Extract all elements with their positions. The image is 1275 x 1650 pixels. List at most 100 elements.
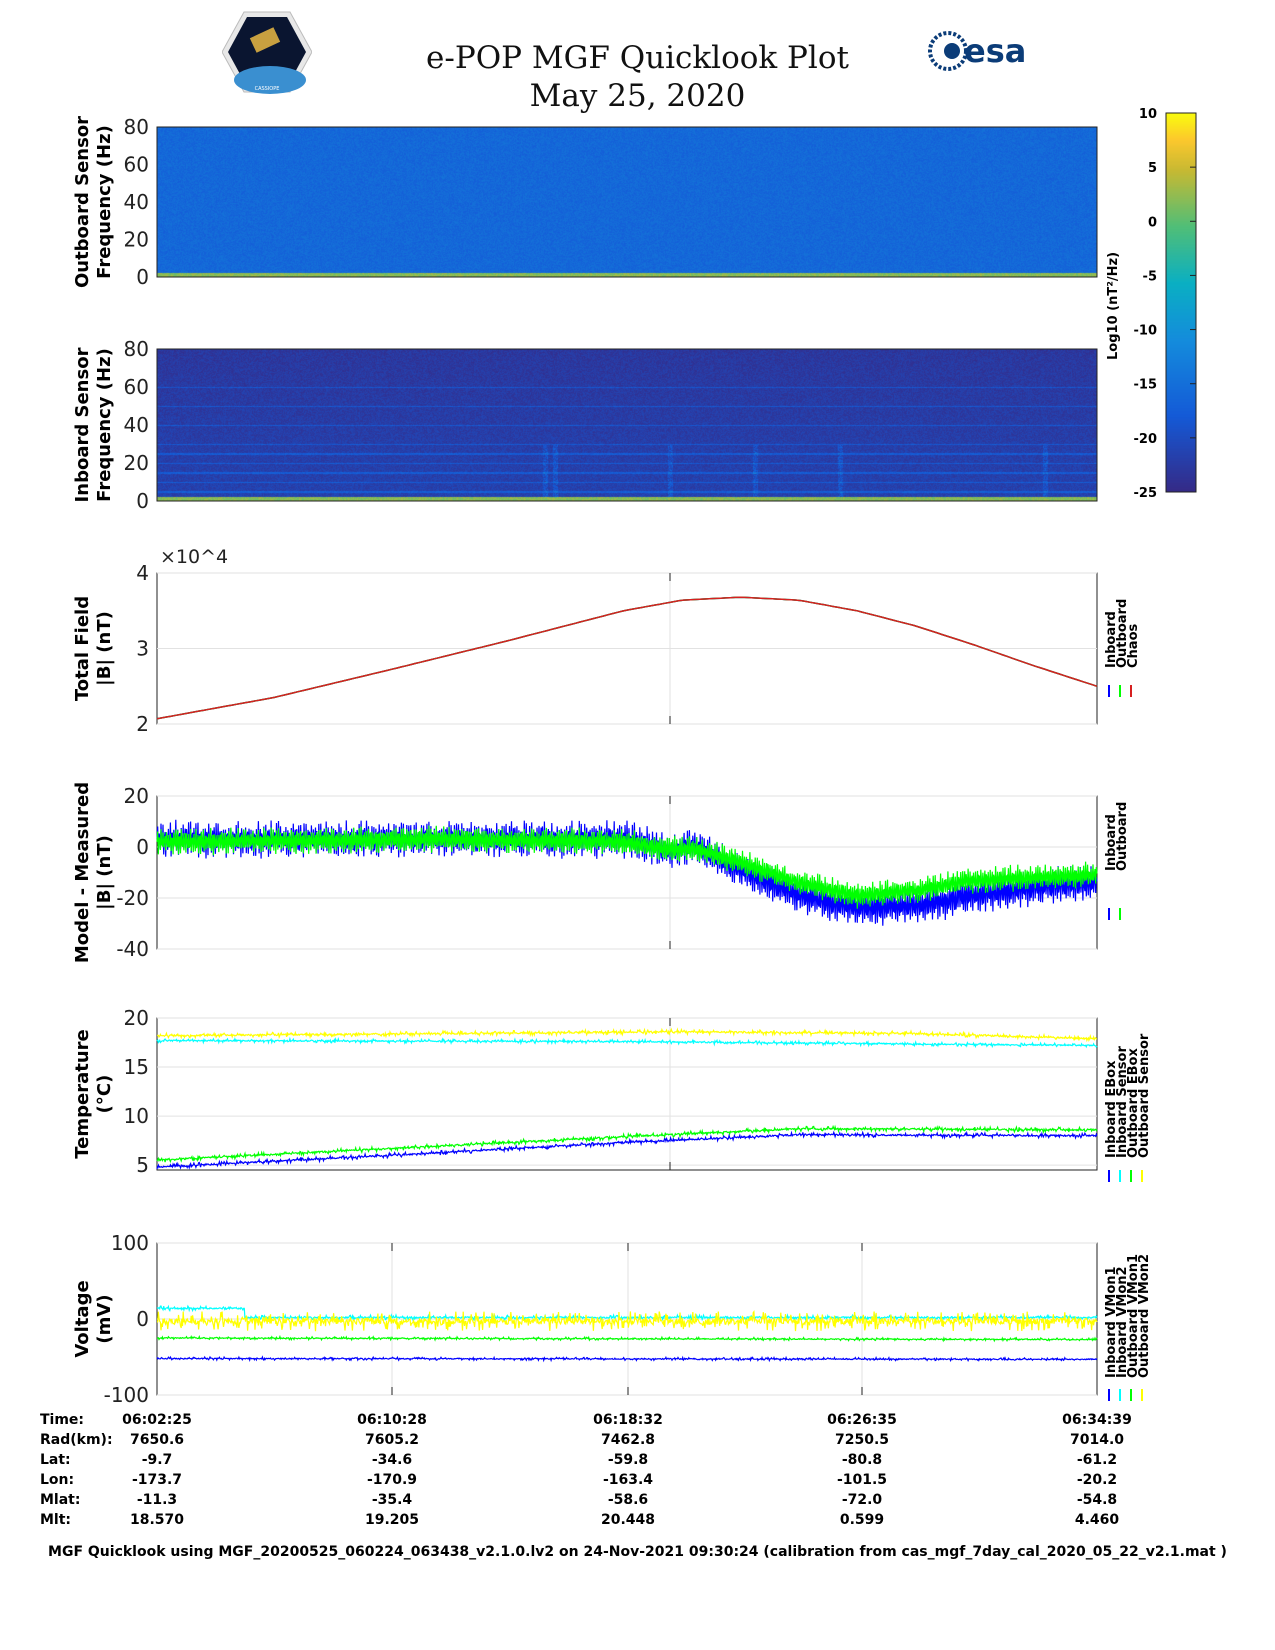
legend-label: Inboard [1104,611,1119,668]
series-line-inboard-sensor [156,1036,1098,1049]
y-axis-label: (mV) [94,1294,115,1343]
y-tick-label: 0 [136,835,149,859]
ephemeris-value: -11.3 [137,1492,177,1508]
y-tick-label: 0 [136,489,149,513]
ephemeris-value: 19.205 [365,1512,419,1528]
ephemeris-value: -170.9 [367,1472,417,1488]
y-tick-label: -40 [116,937,149,961]
ephemeris-value: 7605.2 [365,1432,419,1448]
ephemeris-row-label: Mlat: [40,1492,80,1508]
y-tick-label: 20 [124,451,149,475]
ephemeris-value: 7014.0 [1070,1432,1124,1448]
y-tick-label: 20 [124,784,149,808]
colorbar-tick-label: 10 [1139,107,1157,122]
y-tick-label: 2 [136,712,149,736]
y-axis-label: |B| (nT) [94,835,115,910]
ephemeris-value: -101.5 [837,1472,887,1488]
y-tick-label: 40 [124,190,149,214]
ephemeris-value: 7250.5 [835,1432,889,1448]
series-line-outboard-vmon2 [156,1309,1098,1332]
y-exponent-label: ×10^4 [160,546,229,568]
footer-caption: MGF Quicklook using MGF_20200525_060224_… [48,1544,1227,1560]
y-axis-label: Frequency (Hz) [94,348,115,502]
y-tick-label: 20 [124,228,149,252]
y-tick-label: 3 [136,637,149,661]
y-tick-label: 5 [136,1153,149,1177]
esa-logo: esa [928,30,1038,78]
ephemeris-value: -61.2 [1077,1452,1117,1468]
ephemeris-value: -72.0 [842,1492,883,1508]
series-line-inboard-ebox [156,1130,1098,1170]
legend-label: Chaos [1126,624,1141,668]
legend-label: Outboard VMon1 [1126,1254,1141,1378]
series-line-outboard [156,825,1098,909]
svg-text:esa: esa [964,32,1026,70]
legend-label: Outboard [1115,802,1130,871]
legend-label: Outboard EBox [1126,1048,1141,1158]
ephemeris-value: -34.6 [372,1452,412,1468]
colorbar-tick-label: -15 [1134,378,1158,393]
ephemeris-row-label: Lon: [40,1472,74,1488]
y-axis-label: Total Field [72,596,93,701]
y-tick-label: 100 [111,1231,149,1255]
y-axis-label: Outboard Sensor [72,116,93,288]
ephemeris-value: -35.4 [372,1492,413,1508]
y-tick-label: 4 [136,561,149,585]
ephemeris-value: 7462.8 [601,1432,655,1448]
series-line-outboard [156,596,1098,720]
y-axis-label: Inboard Sensor [72,347,93,502]
ephemeris-value: 20.448 [601,1512,655,1528]
ephemeris-value: -163.4 [603,1472,653,1488]
y-tick-label: 15 [124,1055,149,1079]
y-axis-label: Voltage [72,1280,93,1357]
colorbar-tick-label: 5 [1148,161,1157,176]
y-tick-label: 60 [124,153,149,177]
ephemeris-value: -59.8 [608,1452,648,1468]
ephemeris-value: 0.599 [840,1512,884,1528]
inboard-spectrogram-axes [156,348,1098,502]
plot-date: May 25, 2020 [529,78,746,114]
colorbar-tick-label: -20 [1134,432,1158,447]
model-minus-measured-axes [156,795,1098,950]
y-axis-label: Temperature [72,1029,93,1158]
y-axis-label: Frequency (Hz) [94,125,115,279]
ephemeris-value: -20.2 [1077,1472,1117,1488]
legend-label: Inboard Sensor [1115,1046,1130,1158]
y-axis-label: |B| (nT) [94,611,115,686]
y-axis-label: Model - Measured [72,782,93,963]
colorbar-tick-label: 0 [1148,215,1157,230]
y-tick-label: 80 [124,337,149,361]
legend-label: Outboard Sensor [1137,1033,1152,1158]
legend-label: Outboard VMon2 [1137,1254,1152,1378]
ephemeris-value: -54.8 [1077,1492,1117,1508]
ephemeris-value: 06:10:28 [357,1412,427,1428]
y-tick-label: 0 [136,265,149,289]
ephemeris-value: -173.7 [132,1472,182,1488]
legend-label: Inboard VMon1 [1104,1266,1119,1378]
y-axis-label: (°C) [94,1075,115,1114]
y-tick-label: -20 [116,886,149,910]
series-line-inboard-vmon1 [156,1355,1098,1363]
y-tick-label: 20 [124,1006,149,1030]
ephemeris-value: 7650.6 [130,1432,184,1448]
ephemeris-value: 18.570 [130,1512,184,1528]
series-line-chaos [156,596,1098,720]
colorbar-frame [1165,112,1197,493]
y-tick-label: 60 [124,375,149,399]
outboard-spectrogram-axes [156,126,1098,278]
series-line-outboard-ebox [156,1124,1098,1164]
ephemeris-row-label: Mlt: [40,1512,71,1528]
y-tick-label: -100 [104,1383,149,1407]
y-tick-label: 40 [124,413,149,437]
colorbar-label: Log10 (nT²/Hz) [1106,252,1121,360]
series-line-outboard-vmon1 [156,1334,1098,1343]
ephemeris-value: -9.7 [142,1452,173,1468]
cassiope-logo: CASSIOPE [221,10,313,94]
ephemeris-row-label: Time: [40,1412,84,1428]
svg-text:CASSIOPE: CASSIOPE [255,86,280,92]
ephemeris-row-label: Rad(km): [40,1432,113,1448]
ephemeris-value: -80.8 [842,1452,882,1468]
ephemeris-value: 06:18:32 [593,1412,663,1428]
